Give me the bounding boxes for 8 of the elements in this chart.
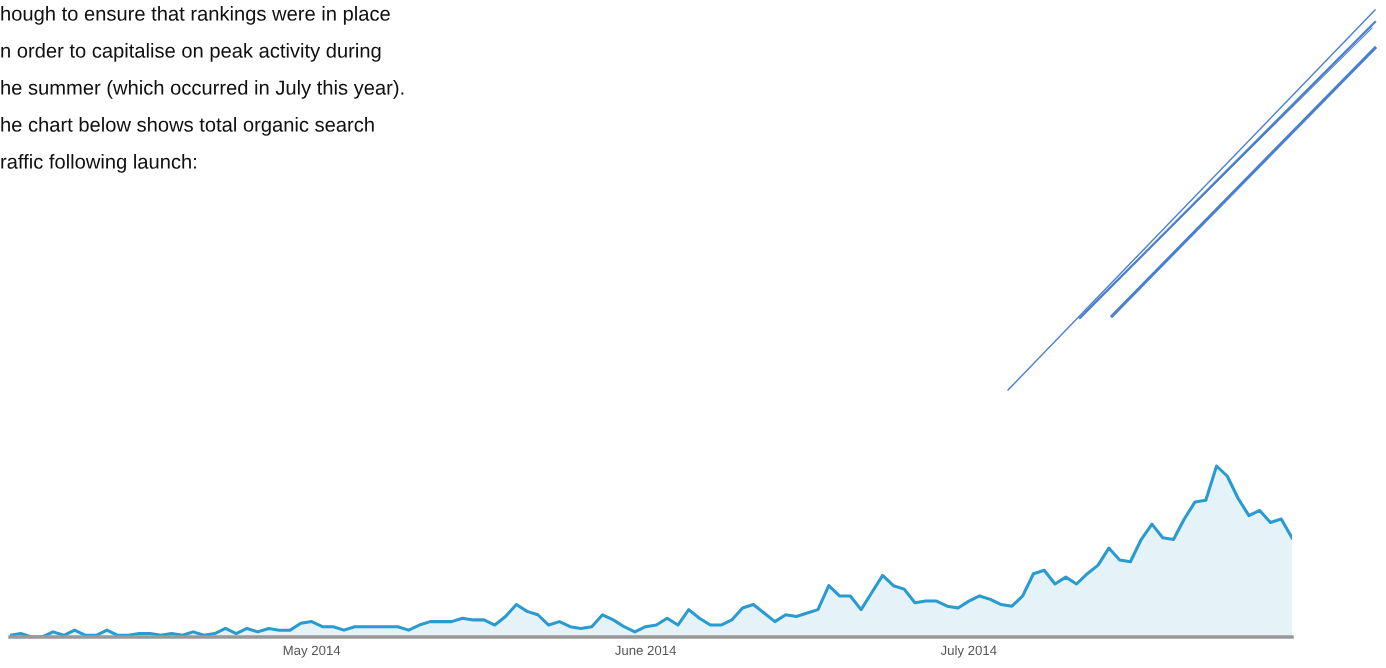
x-tick-label: June 2014 xyxy=(615,645,677,656)
text: he chart below shows total organic search xyxy=(1,117,374,136)
text: n order to capitalise on peak activity during xyxy=(1,43,381,62)
text: raffic following launch: xyxy=(1,154,196,173)
text: he summer (which occurred in July this year). xyxy=(1,80,404,99)
x-tick-label: July 2014 xyxy=(940,645,997,658)
x-tick-label: May 2014 xyxy=(283,645,341,658)
text: hough to ensure that rankings were in place xyxy=(1,6,390,25)
